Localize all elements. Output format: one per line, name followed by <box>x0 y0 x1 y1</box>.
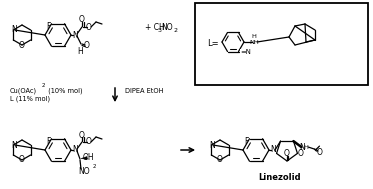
Text: =N: =N <box>240 49 251 55</box>
Text: DIPEA EtOH: DIPEA EtOH <box>125 88 163 94</box>
Text: O: O <box>84 40 90 50</box>
Text: OH: OH <box>82 153 94 163</box>
Text: H: H <box>251 35 257 40</box>
Text: F: F <box>46 137 51 146</box>
Text: Linezolid: Linezolid <box>259 174 301 183</box>
Text: F: F <box>46 22 51 31</box>
Text: (10% mol): (10% mol) <box>46 88 83 94</box>
Text: O: O <box>86 138 92 146</box>
Text: F: F <box>244 137 249 146</box>
Text: O: O <box>79 130 85 139</box>
Text: 2: 2 <box>42 83 46 88</box>
Text: Cu(OAc): Cu(OAc) <box>10 88 37 94</box>
Text: NO: NO <box>78 167 90 177</box>
Text: N: N <box>209 140 215 149</box>
Text: 2: 2 <box>93 164 97 169</box>
Text: O: O <box>79 15 85 25</box>
Text: N: N <box>11 140 17 149</box>
Text: N: N <box>72 30 78 40</box>
Text: O: O <box>217 156 223 164</box>
Text: N: N <box>72 146 78 154</box>
Text: H: H <box>303 145 308 150</box>
Bar <box>195 3 368 85</box>
Text: N: N <box>300 143 305 152</box>
Text: L (11% mol): L (11% mol) <box>10 96 50 102</box>
Text: NO: NO <box>161 23 173 33</box>
Text: O: O <box>284 149 290 159</box>
Text: L=: L= <box>207 40 219 49</box>
Text: H: H <box>77 46 83 56</box>
Text: O: O <box>317 148 322 157</box>
Text: N: N <box>11 26 17 35</box>
Text: N: N <box>270 146 276 154</box>
Text: NH: NH <box>249 40 259 44</box>
Text: 2: 2 <box>173 28 177 33</box>
Text: + CH: + CH <box>145 23 165 33</box>
Text: O: O <box>19 156 25 164</box>
Text: O: O <box>298 149 303 158</box>
Text: O: O <box>19 40 25 50</box>
Text: 3: 3 <box>158 28 162 33</box>
Text: O: O <box>86 22 92 32</box>
Polygon shape <box>81 156 87 160</box>
